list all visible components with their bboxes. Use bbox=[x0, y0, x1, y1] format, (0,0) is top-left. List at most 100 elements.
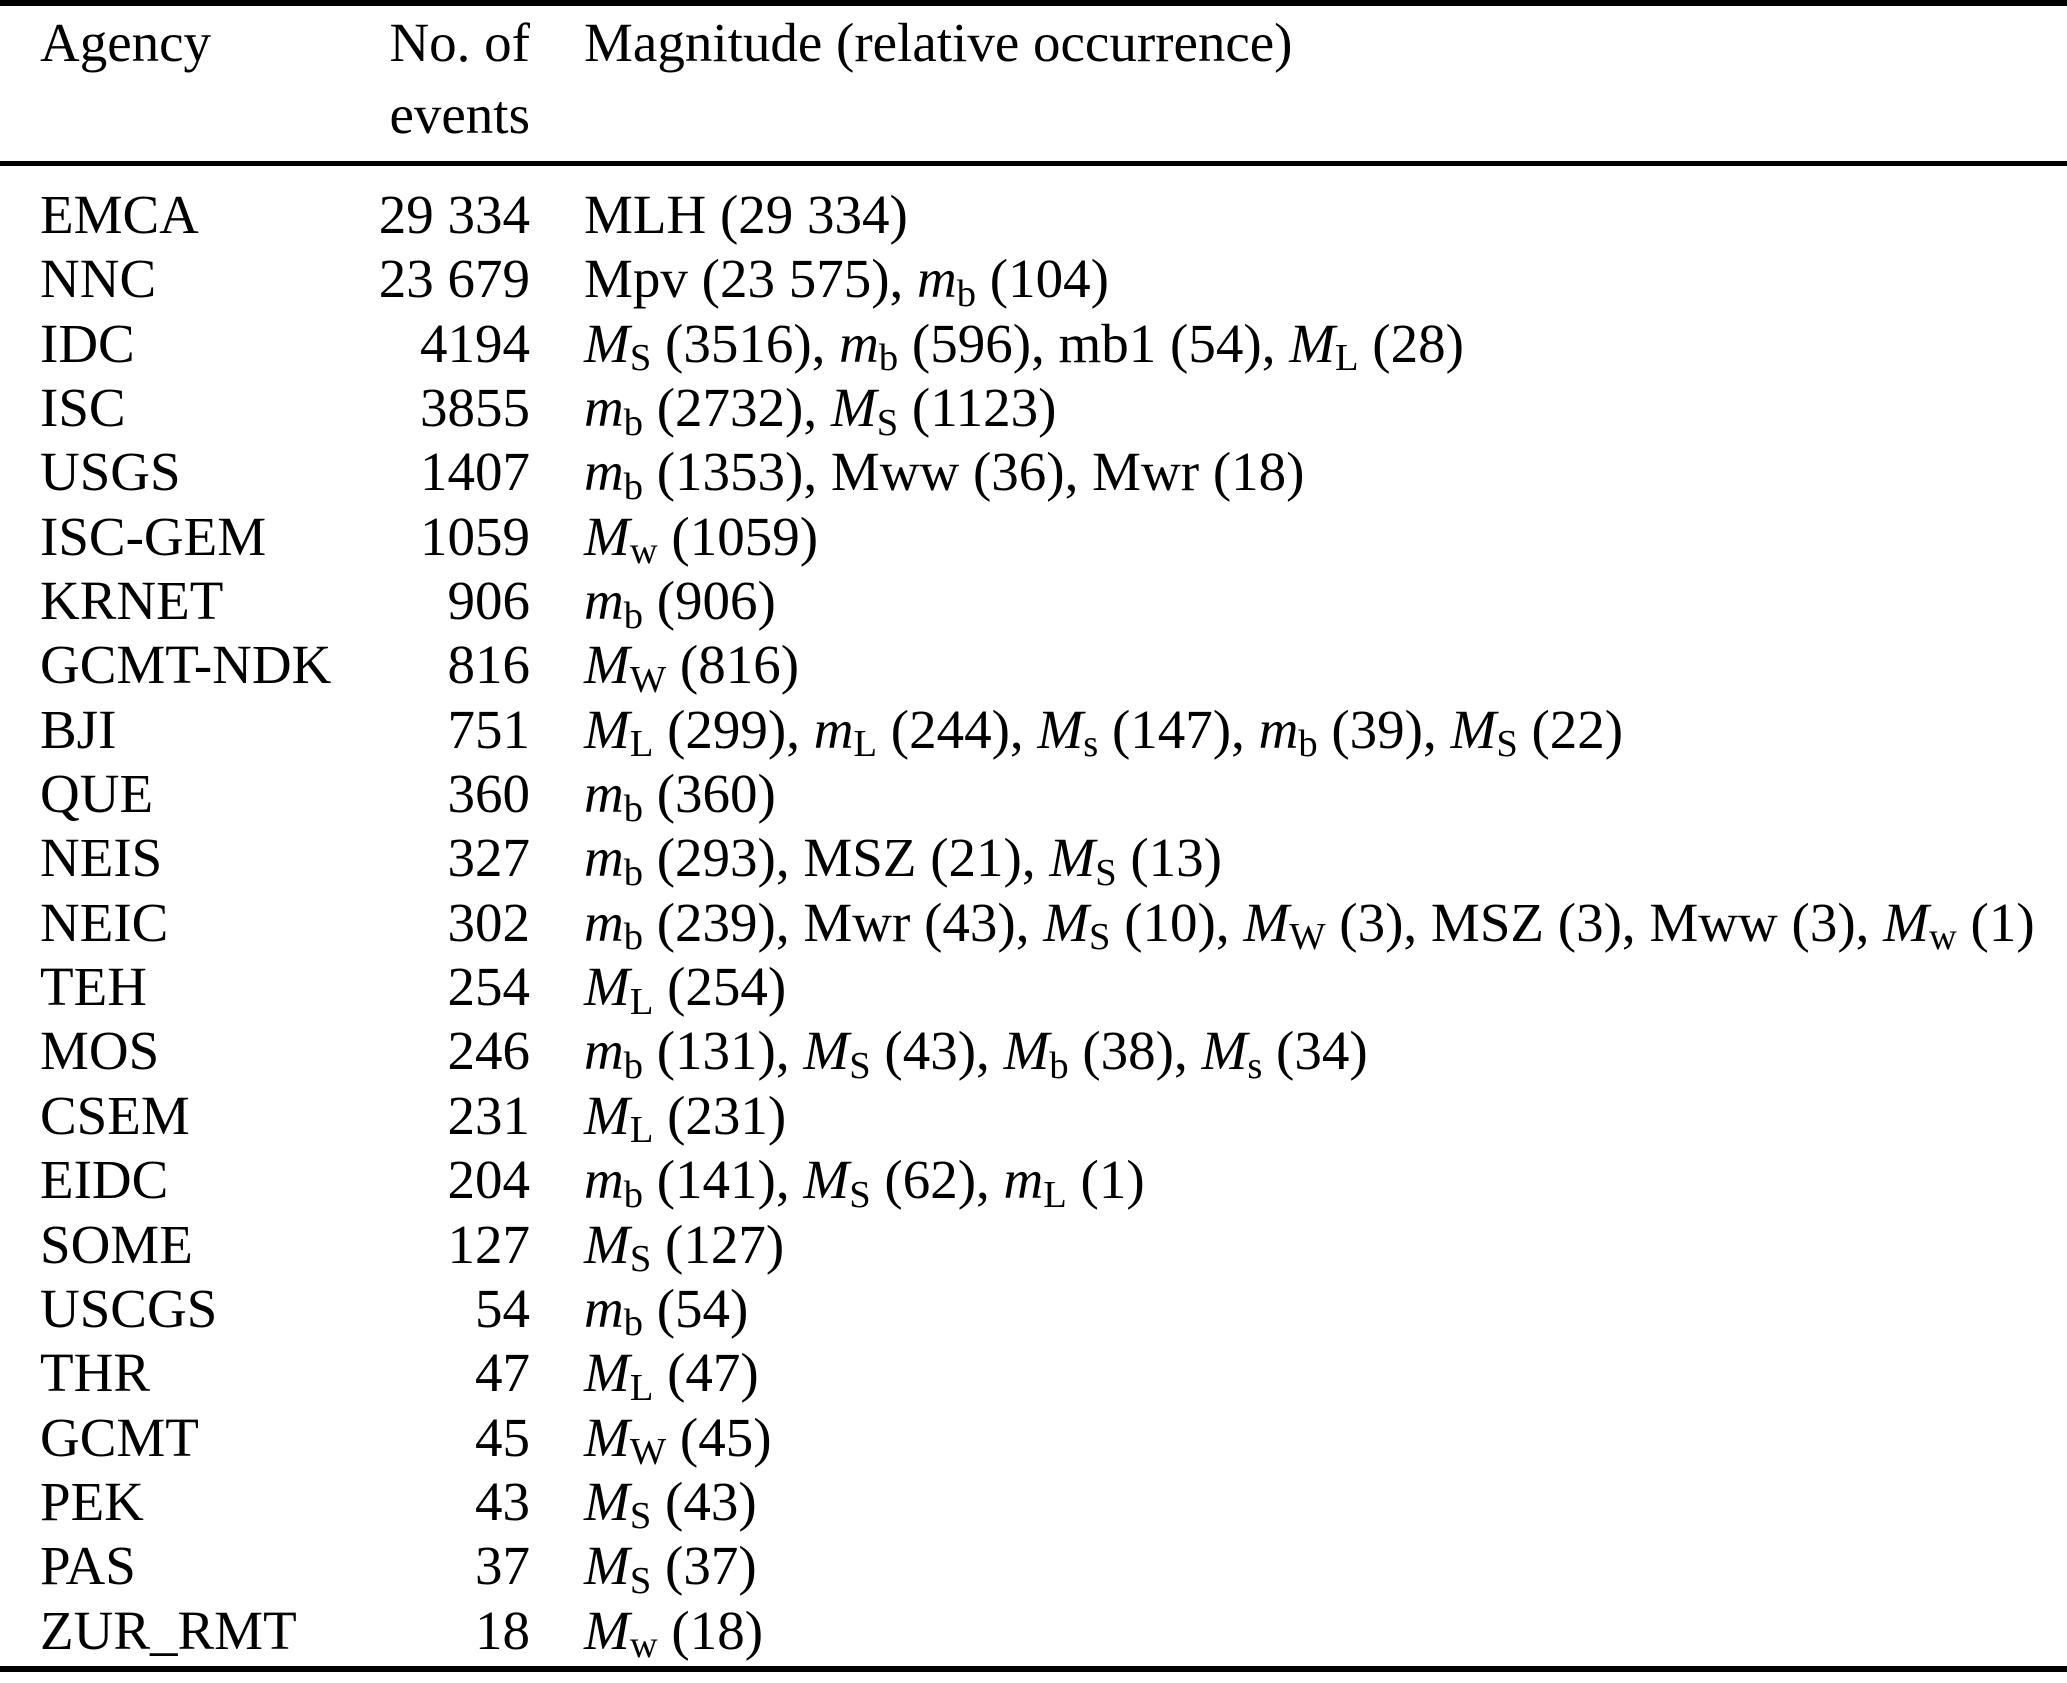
magnitude-cell: mb (141), MS (62), mL (1) bbox=[584, 1149, 1145, 1216]
magnitude-symbol: M bbox=[1043, 891, 1090, 953]
magnitude-cell: mb (239), Mwr (43), MS (10), MW (3), MSZ… bbox=[584, 891, 2035, 959]
magnitude-cell: ML (47) bbox=[584, 1341, 759, 1411]
magnitude-entry: mb (1353) bbox=[584, 441, 804, 508]
magnitude-symbol: M bbox=[584, 312, 630, 374]
magnitude-entry: MS (10) bbox=[1043, 891, 1216, 959]
table-row: ISC-GEM 1059 Mw (1059) bbox=[0, 505, 2067, 573]
magnitude-symbol: m bbox=[917, 248, 957, 310]
magnitude-symbol: m bbox=[584, 891, 624, 953]
table-row: NNC 23 679 Mpv (23 575), mb (104) bbox=[0, 247, 2067, 314]
magnitude-subscript: L bbox=[1043, 1173, 1067, 1216]
events-count-cell: 3855 bbox=[420, 377, 530, 439]
magnitude-entry: MS (1123) bbox=[830, 377, 1057, 444]
magnitude-entry: Mw (1) bbox=[1883, 891, 2035, 959]
agency-cell: USGS bbox=[40, 441, 181, 503]
magnitude-entry: Mpv (23 575) bbox=[584, 248, 890, 310]
magnitude-cell: Mw (18) bbox=[584, 1599, 763, 1669]
magnitude-entry: Mww (3) bbox=[1649, 891, 1856, 953]
table-row: NEIC 302 mb (239), Mwr (43), MS (10), MW (… bbox=[0, 891, 2067, 958]
magnitude-entry: mL (1) bbox=[1003, 1149, 1145, 1216]
magnitude-cell: mb (360) bbox=[584, 762, 776, 832]
magnitude-subscript: W bbox=[1289, 916, 1326, 959]
table-row: ZUR_RMT 18 Mw (18) bbox=[0, 1599, 2067, 1666]
table-row: USGS 1407 mb (1353), Mww (36), Mwr (18) bbox=[0, 440, 2067, 507]
magnitude-symbol: mb1 bbox=[1058, 312, 1157, 374]
events-count-cell: 751 bbox=[447, 698, 531, 760]
magnitude-entry: MS (127) bbox=[584, 1213, 785, 1280]
magnitude-entry: MW (3) bbox=[1243, 891, 1404, 959]
events-count-cell: 37 bbox=[475, 1535, 530, 1597]
magnitude-symbol: Mww bbox=[830, 441, 960, 503]
agency-cell: ISC-GEM bbox=[40, 505, 267, 567]
magnitude-entry: MW (816) bbox=[584, 634, 800, 701]
magnitude-subscript: w bbox=[629, 530, 658, 573]
magnitude-subscript: b bbox=[623, 851, 643, 894]
magnitude-symbol: M bbox=[584, 1535, 630, 1597]
agency-cell: BJI bbox=[40, 698, 117, 760]
magnitude-symbol: M bbox=[584, 1406, 630, 1468]
magnitude-cell: mb (131), MS (43), Mb (38), Ms (34) bbox=[584, 1020, 1368, 1087]
magnitude-symbol: m bbox=[1258, 698, 1299, 760]
agency-cell: GCMT bbox=[40, 1406, 199, 1468]
magnitude-subscript: b bbox=[878, 337, 899, 380]
magnitude-cell: MS (43) bbox=[584, 1470, 757, 1540]
table-row: EIDC 204 mb (141), MS (62), mL (1) bbox=[0, 1148, 2067, 1215]
events-count-cell: 246 bbox=[447, 1020, 531, 1082]
magnitude-subscript: b bbox=[623, 916, 643, 959]
agency-cell: USCGS bbox=[40, 1277, 218, 1339]
magnitude-subscript: S bbox=[849, 1173, 871, 1216]
agency-cell: TEH bbox=[40, 956, 147, 1018]
table-row: NEIS 327 mb (293), MSZ (21), MS (13) bbox=[0, 826, 2067, 893]
agency-cell: QUE bbox=[40, 763, 154, 825]
magnitude-cell: ML (254) bbox=[584, 955, 786, 1025]
magnitude-subscript: b bbox=[956, 272, 977, 315]
magnitude-cell: mb (2732), MS (1123) bbox=[584, 377, 1057, 444]
magnitude-entry: Mwr (18) bbox=[1092, 441, 1305, 503]
column-header-events-line2: events bbox=[389, 84, 530, 145]
magnitude-subscript: b bbox=[623, 465, 643, 508]
magnitude-subscript: S bbox=[1089, 916, 1111, 959]
magnitude-symbol: M bbox=[584, 1599, 630, 1661]
table-row: KRNET 906 mb (906) bbox=[0, 569, 2067, 637]
events-count-cell: 1407 bbox=[420, 441, 530, 503]
table-row: SOME 127 MS (127) bbox=[0, 1213, 2067, 1280]
magnitude-entry: Mw (18) bbox=[584, 1599, 764, 1667]
magnitude-symbol: Mwr bbox=[803, 891, 911, 953]
magnitude-entry: mb (2732) bbox=[584, 377, 804, 444]
magnitude-subscript: W bbox=[629, 1431, 667, 1473]
events-count-cell: 816 bbox=[447, 634, 531, 696]
magnitude-subscript: S bbox=[876, 401, 899, 444]
magnitude-entry: mb (39) bbox=[1258, 698, 1423, 766]
table-bottom-rule bbox=[0, 1666, 2067, 1672]
magnitude-symbol: m bbox=[584, 1020, 624, 1082]
magnitude-entry: mb (906) bbox=[584, 570, 776, 637]
events-count-cell: 4194 bbox=[420, 312, 530, 374]
magnitude-symbol: M bbox=[1003, 1020, 1050, 1082]
magnitude-entry: MW (45) bbox=[584, 1406, 772, 1473]
agency-cell: ZUR_RMT bbox=[40, 1599, 297, 1661]
magnitude-entry: Mb (38) bbox=[1003, 1020, 1174, 1087]
events-count-cell: 906 bbox=[447, 570, 531, 632]
magnitude-cell: mb (1353), Mww (36), Mwr (18) bbox=[584, 441, 1305, 508]
magnitude-entry: Ms (147) bbox=[1037, 698, 1232, 766]
table-row: IDC 4194 MS (3516), mb (596), mb1 (54), ML… bbox=[0, 312, 2067, 380]
table-row: PEK 43 MS (43) bbox=[0, 1470, 2067, 1537]
magnitude-entry: Mww (36) bbox=[830, 441, 1065, 503]
table-row: GCMT-NDK 816 MW (816) bbox=[0, 633, 2067, 701]
magnitude-entry: ML (254) bbox=[584, 956, 787, 1023]
magnitude-subscript: b bbox=[623, 594, 643, 637]
events-count-cell: 1059 bbox=[420, 505, 530, 567]
magnitude-entry: mb (141) bbox=[584, 1149, 776, 1216]
magnitude-entry: Mw (1059) bbox=[584, 505, 819, 573]
magnitude-subscript: S bbox=[629, 1559, 652, 1602]
magnitude-entry: MLH (29 334) bbox=[584, 184, 908, 245]
agency-cell: ISC bbox=[40, 377, 126, 439]
events-count-cell: 45 bbox=[475, 1406, 530, 1468]
agency-cell: PEK bbox=[40, 1470, 144, 1532]
magnitude-entry: mb (360) bbox=[584, 763, 776, 830]
magnitude-symbol: M bbox=[1883, 891, 1929, 953]
events-count-cell: 23 679 bbox=[378, 248, 530, 310]
magnitude-subscript: L bbox=[629, 1366, 654, 1409]
magnitude-entry: mb (54) bbox=[584, 1277, 749, 1345]
